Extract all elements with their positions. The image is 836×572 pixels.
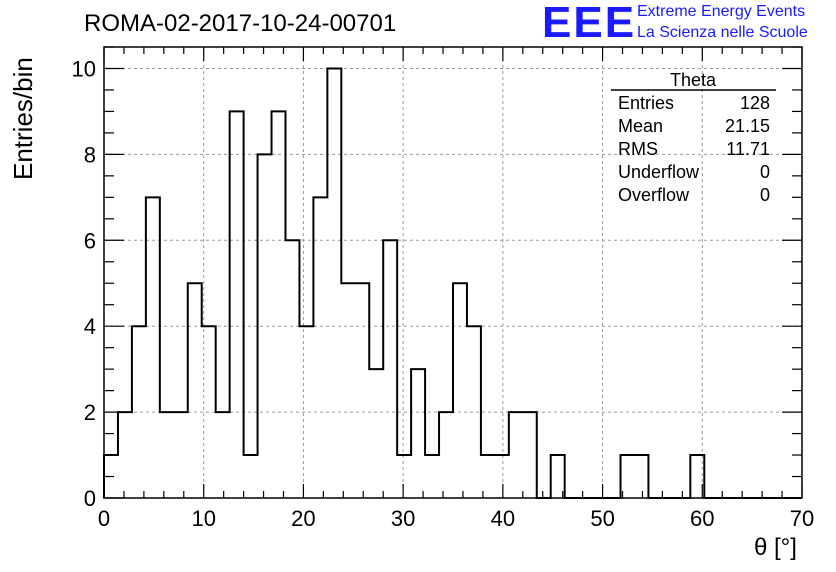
axis-ticks [103,46,803,499]
x-axis-label: θ [°] [754,534,797,561]
stat-label-underflow: Underflow [618,162,700,182]
logo-line-1: Extreme Energy Events [637,3,806,20]
stats-title: Theta [669,70,717,90]
x-tick-label: 70 [790,506,814,531]
y-tick-label: 4 [84,314,96,339]
logo-line-2: La Scienza nelle Scuole [637,24,808,41]
stat-label-entries: Entries [618,93,675,113]
stat-value-rms: 11.71 [726,139,770,159]
stat-label-rms: RMS [618,139,658,159]
y-tick-label: 10 [72,56,96,81]
y-tick-label: 2 [84,400,96,425]
stat-value-underflow: 0 [759,162,770,182]
x-tick-label: 30 [391,506,415,531]
y-axis-label: Entries/bin [8,57,38,180]
y-tick-label: 0 [84,486,96,511]
stat-value-mean: 21.15 [724,116,770,136]
x-tick-label: 0 [98,506,110,531]
x-tick-label: 10 [191,506,215,531]
grid-lines [104,47,802,498]
chart-title: ROMA-02-2017-10-24-00701 [84,10,397,37]
stat-label-overflow: Overflow [618,185,690,205]
x-tick-label: 60 [690,506,714,531]
stat-label-mean: Mean [618,116,664,136]
y-tick-label: 6 [84,228,96,253]
plot-frame [103,46,803,499]
eee-logo: EEE [542,0,637,47]
x-tick-label: 40 [491,506,515,531]
histogram-step-line [103,67,802,499]
stat-value-overflow: 0 [759,185,770,205]
y-tick-label: 8 [84,142,96,167]
tick-labels: 0 10 20 30 40 50 60 70 0 2 4 6 8 10 [72,56,815,531]
x-tick-label: 50 [590,506,614,531]
stat-value-entries: 128 [739,93,770,113]
x-tick-label: 20 [291,506,315,531]
